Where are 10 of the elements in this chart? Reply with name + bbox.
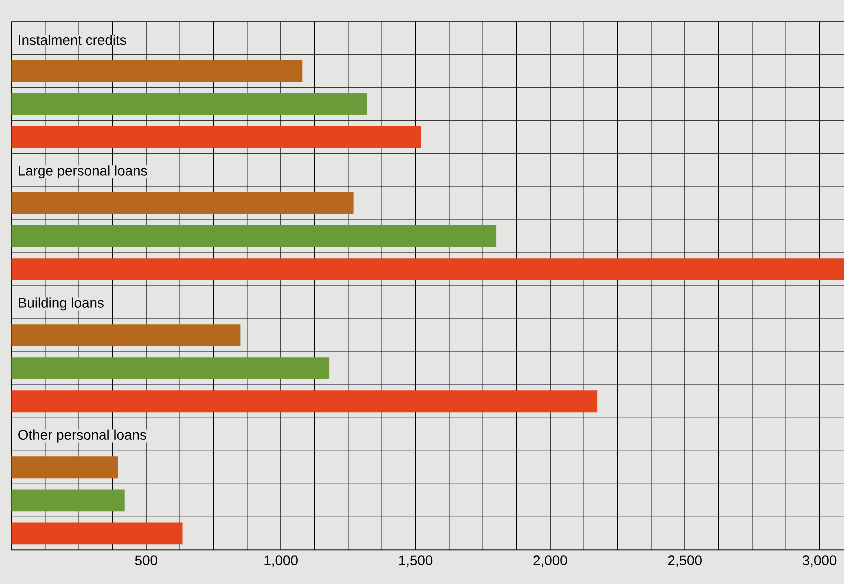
y-tick-label: Large personal loans: [19, 166, 148, 179]
x-tick-label: 1,500: [399, 556, 433, 568]
x-tick-label: 500: [135, 556, 158, 566]
y-tick-label: Building loans: [19, 298, 104, 311]
x-tick-label: 3,000: [802, 556, 837, 568]
x-tick-label: 2,500: [668, 556, 702, 568]
y-tick-label: Instalment credits: [19, 34, 126, 46]
x-tick-label: 1,000: [264, 556, 298, 568]
x-tick-label: 2,000: [534, 556, 568, 568]
y-tick-label: Other personal loans: [18, 430, 146, 443]
